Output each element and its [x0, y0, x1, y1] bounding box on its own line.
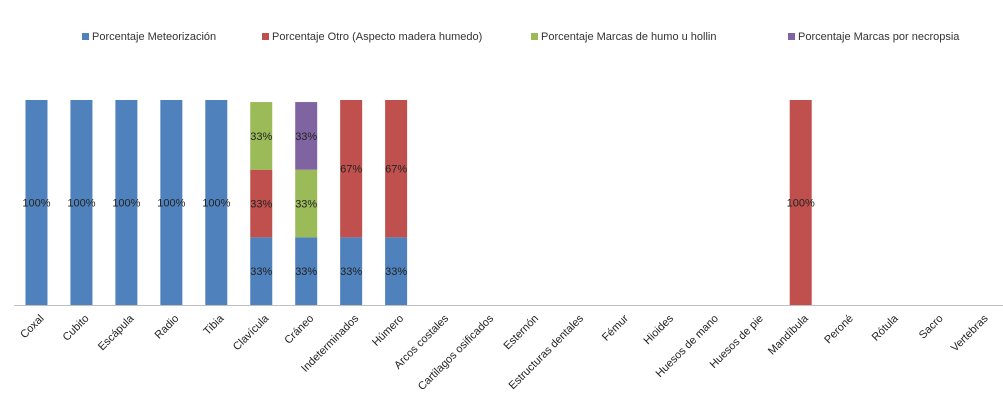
bar-cubito-porcentaje-meteorizacion: [70, 100, 93, 305]
bar-tibia-porcentaje-meteorizacion: [205, 100, 228, 305]
x-tick-label-craneo: Cráneo: [282, 313, 316, 347]
bar-craneo-porcentaje-marcas-por-necropsia: [295, 102, 318, 170]
bar-clavicula-porcentaje-otro-aspecto-madera-humedo: [250, 169, 273, 238]
x-tick-label-esternon: Esternón: [501, 313, 541, 353]
data-label-clavicula-porcentaje-otro-aspecto-madera-humedo: 33%: [250, 199, 272, 211]
bar-radio-porcentaje-meteorizacion: [160, 100, 183, 305]
data-label-humero-porcentaje-meteorizacion: 33%: [385, 266, 407, 278]
legend-label-porcentaje-otro-aspecto-madera-humedo: Porcentaje Otro (Aspecto madera humedo): [272, 31, 482, 43]
x-tick-label-cartilagos-osificados: Cartilagos osificados: [416, 312, 497, 393]
x-tick-label-estructuras-dentales: Estructuras dentales: [507, 312, 587, 392]
legend-label-porcentaje-meteorizacion: Porcentaje Meteorización: [92, 31, 216, 43]
x-tick-label-sacro: Sacro: [917, 313, 946, 342]
x-tick-label-coxal: Coxal: [18, 313, 46, 341]
bar-escapula-porcentaje-meteorizacion: [115, 100, 138, 305]
x-tick-label-perone: Peroné: [822, 313, 856, 347]
data-label-clavicula-porcentaje-marcas-de-humo-u-hollin: 33%: [250, 131, 272, 143]
data-label-tibia-porcentaje-meteorizacion: 100%: [202, 198, 230, 210]
data-label-indeterminados-porcentaje-otro-aspecto-madera-humedo: 67%: [340, 164, 362, 176]
x-tick-labels: Coxal Cubito Escápula Radio Tibia Clavícula Cr…: [18, 312, 991, 393]
x-tick-label-radio: Radio: [153, 313, 182, 342]
bar-clavicula-porcentaje-meteorizacion: [250, 237, 273, 305]
x-tick-label-tibia: Tibia: [201, 312, 227, 338]
bar-indeterminados-porcentaje-otro-aspecto-madera-humedo: [340, 100, 363, 238]
x-tick-label-hioides: Hioides: [642, 312, 677, 347]
bar-humero-porcentaje-otro-aspecto-madera-humedo: [385, 100, 408, 238]
x-tick-label-vertebras: Vertebras: [949, 312, 991, 354]
bar-humero-porcentaje-meteorizacion: [385, 237, 408, 305]
x-tick-label-escapula: Escápula: [96, 312, 137, 353]
bar-craneo-porcentaje-meteorizacion: [295, 237, 318, 305]
legend-swatch-porcentaje-marcas-por-necropsia: [788, 33, 795, 40]
x-tick-label-cubito: Cubito: [61, 313, 92, 344]
legend-swatch-porcentaje-meteorizacion: [82, 33, 89, 40]
data-labels: 100% 100% 100% 100% 100% 33% 33% 33% 33% 33% 33% 33…: [22, 131, 815, 278]
data-label-craneo-porcentaje-marcas-por-necropsia: 33%: [295, 131, 317, 143]
legend-swatch-porcentaje-otro-aspecto-madera-humedo: [262, 33, 269, 40]
data-label-escapula-porcentaje-meteorizacion: 100%: [112, 198, 140, 210]
bar-clavicula-porcentaje-marcas-de-humo-u-hollin: [250, 102, 273, 170]
x-tick-label-femur: Fémur: [600, 312, 631, 343]
bar-indeterminados-porcentaje-meteorizacion: [340, 237, 363, 305]
data-label-indeterminados-porcentaje-meteorizacion: 33%: [340, 266, 362, 278]
data-label-craneo-porcentaje-meteorizacion: 33%: [295, 266, 317, 278]
x-tick-label-rotula: Rótula: [870, 312, 902, 344]
data-label-humero-porcentaje-otro-aspecto-madera-humedo: 67%: [385, 164, 407, 176]
bar-mandibula-porcentaje-otro-aspecto-madera-humedo: [789, 100, 812, 305]
legend-label-porcentaje-marcas-por-necropsia: Porcentaje Marcas por necropsia: [798, 31, 960, 43]
data-label-clavicula-porcentaje-meteorizacion: 33%: [250, 266, 272, 278]
legend-label-porcentaje-marcas-de-humo-u-hollin: Porcentaje Marcas de humo u hollin: [541, 31, 716, 43]
data-label-radio-porcentaje-meteorizacion: 100%: [157, 198, 185, 210]
data-label-craneo-porcentaje-marcas-de-humo-u-hollin: 33%: [295, 199, 317, 211]
data-label-mandibula-porcentaje-otro-aspecto-madera-humedo: 100%: [787, 198, 815, 210]
legend: Porcentaje Meteorización Porcentaje Otro …: [82, 31, 960, 43]
x-tick-label-humero: Húmero: [370, 313, 406, 349]
bars: [25, 100, 812, 305]
x-tick-label-mandibula: Mandíbula: [766, 312, 811, 357]
legend-swatch-porcentaje-marcas-de-humo-u-hollin: [531, 33, 538, 40]
bar-craneo-porcentaje-marcas-de-humo-u-hollin: [295, 169, 318, 238]
x-tick-label-clavicula: Clavícula: [231, 312, 272, 353]
bar-coxal-porcentaje-meteorizacion: [25, 100, 48, 305]
data-label-coxal-porcentaje-meteorizacion: 100%: [22, 198, 50, 210]
data-label-cubito-porcentaje-meteorizacion: 100%: [67, 198, 95, 210]
